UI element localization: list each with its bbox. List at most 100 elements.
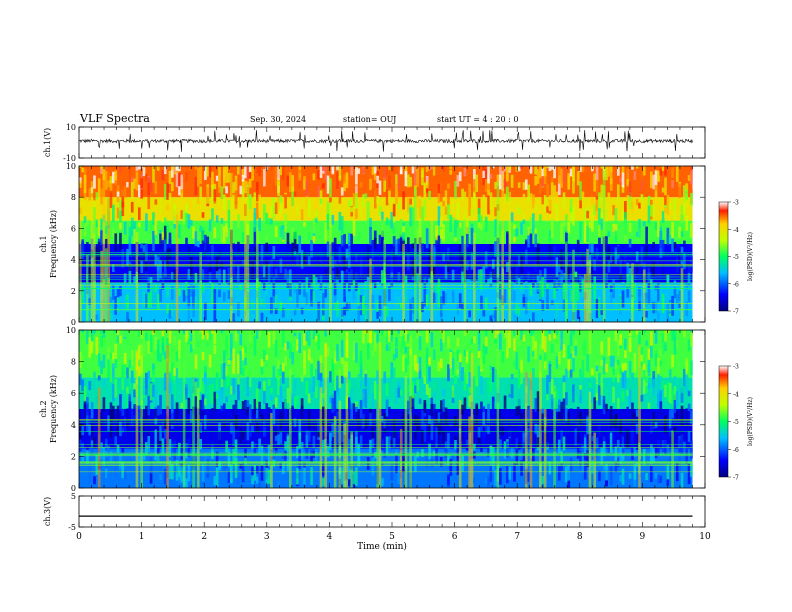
psd-cell <box>251 260 254 280</box>
psd-cell <box>366 343 370 360</box>
psd-cell <box>473 477 476 484</box>
psd-cell <box>421 429 424 444</box>
psd-cell <box>211 244 214 260</box>
psd-cell <box>298 419 302 439</box>
psd-cell <box>661 342 665 363</box>
y-axis-label: Frequency (kHz) <box>49 210 58 278</box>
psd-cell <box>631 409 634 427</box>
psd-cell <box>510 174 514 188</box>
colorbar-tick-label: -3 <box>733 364 739 371</box>
psd-cell <box>395 239 398 255</box>
psd-cell <box>392 166 396 174</box>
psd-cell <box>428 357 431 365</box>
psd-cell <box>178 476 181 488</box>
psd-cell <box>362 166 365 175</box>
psd-cell <box>654 190 658 206</box>
psd-cell <box>616 267 620 279</box>
psd-cell <box>513 330 516 336</box>
psd-cell <box>506 349 509 359</box>
psd-cell <box>513 224 516 230</box>
psd-cell <box>322 393 325 399</box>
psd-cell <box>532 299 535 316</box>
psd-cell <box>633 200 637 214</box>
psd-cell <box>163 372 167 391</box>
psd-cell <box>123 295 127 315</box>
psd-cell <box>591 212 594 232</box>
psd-cell <box>336 330 339 340</box>
psd-cell <box>168 439 172 458</box>
psd-cell <box>156 427 160 446</box>
psd-cell <box>633 305 637 318</box>
psd-cell <box>163 217 167 234</box>
psd-cell <box>215 175 219 182</box>
psd-cell <box>192 285 195 306</box>
psd-cell <box>465 420 469 427</box>
psd-cell <box>465 217 469 234</box>
psd-cell <box>451 358 455 371</box>
psd-cell <box>402 411 405 432</box>
psd-cell <box>187 338 191 345</box>
psd-cell <box>458 244 462 264</box>
psd-cell <box>631 429 634 446</box>
psd-cell <box>340 431 344 443</box>
psd-cell <box>300 250 304 265</box>
psd-cell <box>550 344 554 353</box>
psd-cell <box>208 262 212 272</box>
sferic <box>508 191 512 322</box>
psd-cell <box>267 469 271 484</box>
psd-cell <box>409 198 412 205</box>
psd-cell <box>281 166 285 181</box>
psd-cell <box>364 418 368 429</box>
psd-cell <box>503 193 507 205</box>
psd-cell <box>602 432 606 442</box>
sferic <box>107 198 110 322</box>
psd-cell <box>487 195 490 215</box>
psd-cell <box>591 196 594 206</box>
psd-cell <box>647 205 651 224</box>
psd-cell <box>494 377 497 390</box>
psd-cell <box>423 383 427 393</box>
psd-cell <box>414 354 417 371</box>
psd-cell <box>647 267 651 289</box>
psd-cell <box>298 281 302 295</box>
colorbar-tick-label: -3 <box>733 200 739 207</box>
psd-cell <box>482 170 486 179</box>
psd-cell <box>470 338 474 344</box>
psd-cell <box>88 188 92 201</box>
psd-cell <box>475 386 479 403</box>
psd-cell <box>237 476 240 485</box>
psd-cell <box>362 414 365 429</box>
psd-cell <box>477 198 481 214</box>
psd-cell <box>626 179 630 186</box>
psd-cell <box>291 405 295 422</box>
psd-cell <box>532 312 535 322</box>
psd-cell <box>640 354 644 362</box>
psd-cell <box>390 269 394 287</box>
psd-cell <box>192 226 195 239</box>
psd-cell <box>489 462 493 483</box>
sferic <box>399 428 403 488</box>
psd-cell <box>503 424 507 441</box>
psd-cell <box>645 453 648 465</box>
psd-cell <box>171 408 174 430</box>
psd-cell <box>421 379 424 392</box>
psd-cell <box>591 435 594 442</box>
psd-cell <box>324 309 328 317</box>
psd-cell <box>222 362 226 380</box>
psd-cell <box>442 399 446 412</box>
psd-cell <box>194 166 198 170</box>
psd-cell <box>279 427 283 444</box>
psd-cell <box>145 293 148 309</box>
psd-cell <box>194 176 198 196</box>
psd-cell <box>609 166 613 173</box>
psd-cell <box>232 182 236 193</box>
psd-cell <box>319 166 323 178</box>
sferic <box>378 341 382 488</box>
psd-cell <box>317 302 320 321</box>
psd-cell <box>480 282 483 291</box>
psd-cell <box>187 245 191 259</box>
psd-cell <box>114 170 118 181</box>
psd-cell <box>232 261 236 274</box>
psd-cell <box>392 213 396 223</box>
psd-cell <box>395 184 398 204</box>
